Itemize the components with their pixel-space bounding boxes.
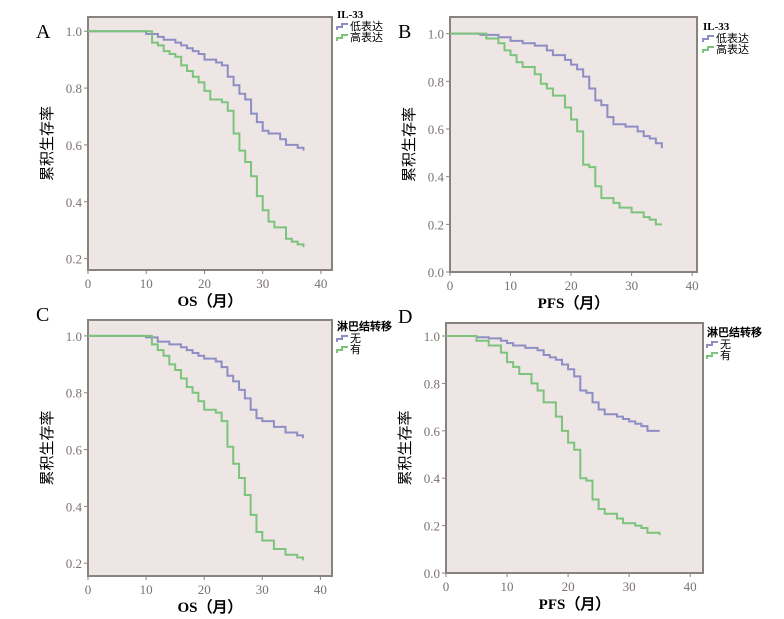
y-tick-label: 0.4 xyxy=(424,471,441,486)
legend-title: 淋巴结转移 xyxy=(337,319,392,333)
legend-entry: 无 xyxy=(350,333,361,345)
y-axis-label: 累积生存率 xyxy=(397,410,414,485)
survival-curve-low xyxy=(446,335,660,432)
x-tick-label: 20 xyxy=(565,278,578,293)
survival-curve-high xyxy=(88,30,305,248)
x-tick-label: 20 xyxy=(198,582,211,597)
panel-b: B 0 10 20 30 40 0.0 0.2 0.4 0.6 0.8 1.0 PFS（月） 累积生存率 I… xyxy=(398,16,749,312)
x-tick-label: 30 xyxy=(625,278,638,293)
legend-swatch xyxy=(702,35,714,42)
legend-entry: 低表达 xyxy=(350,19,383,33)
y-tick-label: 0.2 xyxy=(66,252,82,267)
y-tick-label: 0.2 xyxy=(428,217,444,232)
legend-entry: 有 xyxy=(720,348,731,362)
y-tick-label: 0.8 xyxy=(66,81,82,96)
x-tick-label: 0 xyxy=(85,582,92,597)
legend-title: IL-33 xyxy=(703,21,730,33)
legend-title: 淋巴结转移 xyxy=(707,325,762,339)
legend-swatch xyxy=(702,46,714,53)
y-tick-label: 0.0 xyxy=(424,566,440,581)
panel-label: D xyxy=(398,306,412,328)
legend-entry: 高表达 xyxy=(350,30,383,44)
x-tick-label: 40 xyxy=(686,278,699,293)
survival-curve-high xyxy=(446,335,661,536)
plot-area xyxy=(449,16,698,273)
legend-swatch xyxy=(706,341,718,348)
x-tick-label: 10 xyxy=(504,278,517,293)
y-tick-label: 1.0 xyxy=(66,24,82,39)
x-axis-label: OS（月） xyxy=(177,292,242,310)
x-tick-label: 0 xyxy=(85,276,92,291)
x-tick-label: 30 xyxy=(256,582,269,597)
survival-curve-high xyxy=(450,32,662,226)
plot-area xyxy=(87,16,333,271)
x-tick-label: 40 xyxy=(314,582,327,597)
legend-swatch xyxy=(336,23,348,30)
y-tick-label: 1.0 xyxy=(428,27,444,42)
y-tick-label: 0.2 xyxy=(66,556,82,571)
y-tick-label: 0.8 xyxy=(428,74,444,89)
x-tick-label: 0 xyxy=(447,278,454,293)
panel-d: D 0 10 20 30 40 0.0 0.2 0.4 0.6 0.8 1.0 PFS（月） 累积生存率 淋… xyxy=(397,306,762,613)
legend-entry: 无 xyxy=(720,339,731,351)
survival-curve-high xyxy=(88,334,304,561)
y-tick-label: 1.0 xyxy=(66,329,82,344)
x-tick-label: 20 xyxy=(198,276,211,291)
y-tick-label: 0.6 xyxy=(424,424,441,439)
legend-swatch xyxy=(336,34,348,41)
legend-swatch xyxy=(336,346,348,353)
panel-c: C 0 10 20 30 40 0.2 0.4 0.6 0.8 1.0 OS（月） 累积生存率 淋巴结转移… xyxy=(36,304,392,616)
legend-swatch xyxy=(336,335,348,342)
x-tick-label: 10 xyxy=(140,582,153,597)
x-tick-label: 30 xyxy=(623,579,636,594)
y-tick-label: 0.4 xyxy=(66,499,83,514)
y-tick-label: 0.6 xyxy=(66,443,83,458)
x-tick-label: 20 xyxy=(562,579,575,594)
y-tick-label: 0.4 xyxy=(66,195,83,210)
y-tick-label: 0.4 xyxy=(428,170,445,185)
plot-area xyxy=(87,319,333,577)
survival-curve-low xyxy=(450,32,663,149)
legend-entry: 高表达 xyxy=(716,42,749,56)
y-tick-label: 0.8 xyxy=(66,386,82,401)
survival-curve-low xyxy=(88,30,305,151)
x-tick-label: 0 xyxy=(443,579,450,594)
legend-entry: 有 xyxy=(350,342,361,356)
y-tick-label: 0.8 xyxy=(424,376,440,391)
x-tick-label: 40 xyxy=(314,276,327,291)
y-tick-label: 0.6 xyxy=(428,122,445,137)
panel-label: B xyxy=(398,21,411,43)
x-tick-label: 30 xyxy=(256,276,269,291)
y-axis-label: 累积生存率 xyxy=(39,410,56,485)
x-axis-label: PFS（月） xyxy=(539,595,611,613)
legend-title: IL-33 xyxy=(337,9,364,21)
y-axis-label: 累积生存率 xyxy=(39,106,56,181)
legend-swatch xyxy=(706,352,718,359)
y-tick-label: 0.2 xyxy=(424,519,440,534)
x-axis-label: PFS（月） xyxy=(538,294,610,312)
panel-a: A 0 10 20 30 40 0.2 0.4 0.6 0.8 1.0 OS（月） 累积生存率 IL-33… xyxy=(36,9,383,310)
y-axis-label: 累积生存率 xyxy=(401,107,418,182)
y-tick-label: 0.0 xyxy=(428,265,444,280)
x-tick-label: 10 xyxy=(140,276,153,291)
x-axis-label: OS（月） xyxy=(177,598,242,616)
survival-curve-low xyxy=(88,334,304,439)
panel-label: A xyxy=(36,21,51,43)
panel-label: C xyxy=(36,304,49,326)
y-tick-label: 0.6 xyxy=(66,138,83,153)
legend-entry: 低表达 xyxy=(716,31,749,45)
x-tick-label: 40 xyxy=(684,579,697,594)
y-tick-label: 1.0 xyxy=(424,329,440,344)
x-tick-label: 10 xyxy=(501,579,514,594)
